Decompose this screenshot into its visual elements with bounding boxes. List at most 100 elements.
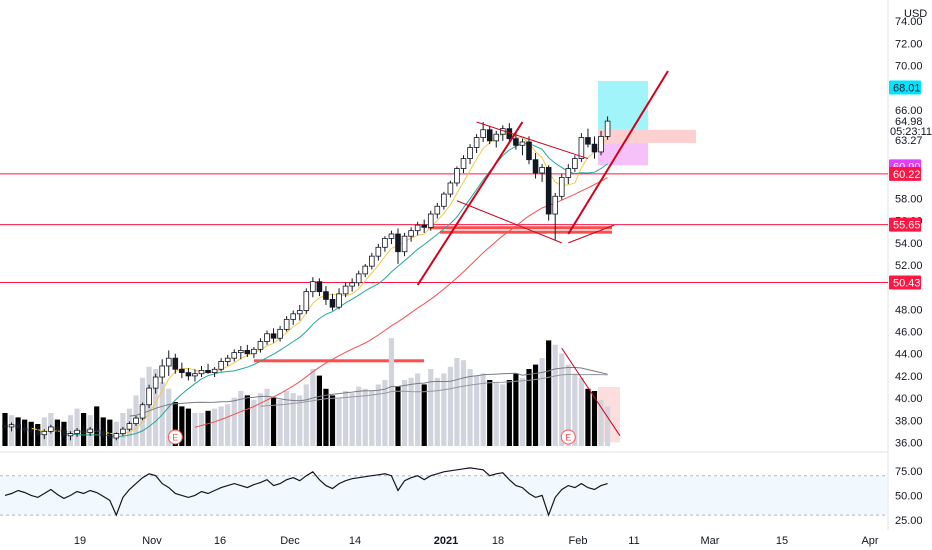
candle-body	[251, 348, 257, 355]
grid-layer	[0, 0, 889, 530]
candle-body	[545, 167, 552, 215]
candle-body	[34, 430, 41, 436]
volume-level-band	[254, 359, 424, 363]
candle-body	[388, 233, 395, 239]
volume-bar	[316, 375, 322, 446]
candle-body	[139, 404, 146, 419]
volume-bar	[297, 395, 303, 446]
candle-body	[414, 224, 421, 232]
candle-body	[349, 282, 355, 287]
volume-bar	[166, 388, 172, 446]
time-tick-label: Dec	[280, 535, 300, 547]
candle-body	[558, 177, 565, 197]
candle-body	[2, 425, 8, 428]
volume-bar	[519, 377, 526, 446]
earnings-marker-icon	[560, 429, 576, 445]
price-tick-label: 36.00	[895, 437, 923, 449]
annotation-layer	[0, 80, 888, 443]
price-tick-label: 42.00	[895, 371, 923, 383]
volume-bar	[559, 353, 565, 446]
rsi-tick-label: 50.00	[895, 490, 923, 502]
rsi-tick-label: 25.00	[895, 515, 923, 527]
volume-bar	[336, 397, 342, 446]
candle-body	[532, 159, 539, 174]
time-axis[interactable]: 19 Nov 16 Dec 14 2021 18 Feb 11 Mar 15 Apr	[74, 535, 879, 547]
volume-bar	[198, 413, 205, 446]
time-tick-label: 2021	[434, 535, 458, 547]
candle-body	[192, 373, 198, 377]
price-badge	[889, 80, 921, 95]
time-tick-label: Mar	[701, 535, 720, 547]
support-band	[440, 230, 612, 234]
candle-body	[74, 429, 80, 434]
volume-bar	[343, 391, 349, 446]
price-tick-label: 48.00	[895, 304, 923, 316]
candle-body	[368, 255, 375, 267]
volume-bar	[532, 364, 539, 446]
volume-bar	[408, 377, 414, 446]
price-tick-label: 52.00	[895, 260, 923, 272]
volume-bar	[454, 358, 460, 446]
price-tick-label: 46.00	[895, 327, 923, 339]
candle-body	[362, 265, 369, 275]
volume-bar	[572, 373, 578, 446]
candle-body	[48, 426, 54, 432]
price-tick-label: 74.00	[895, 16, 923, 28]
rsi-tick-label: 75.00	[895, 466, 923, 478]
time-tick-label: 11	[628, 535, 639, 547]
candle-body	[231, 352, 238, 359]
volume-bar	[192, 413, 198, 446]
candle-body	[126, 423, 133, 430]
price-tick-label: 54.00	[895, 238, 923, 250]
candle-body	[80, 429, 87, 433]
candle-body	[87, 428, 93, 433]
volume-bar	[251, 399, 257, 446]
candle-body	[8, 424, 15, 428]
trend-line	[568, 224, 615, 244]
candle-body	[296, 310, 303, 315]
candle-body	[54, 426, 61, 431]
earnings-marker-icon: E	[565, 433, 571, 443]
time-tick-label: 19	[74, 535, 86, 547]
volume-bar	[487, 380, 493, 446]
volume-bar	[362, 388, 368, 446]
candle-body	[408, 230, 414, 237]
candle-body	[159, 365, 166, 378]
volume-bar	[421, 384, 427, 446]
candle-body	[28, 429, 34, 432]
volume-bar	[428, 369, 434, 446]
price-axis[interactable]: 74.0072.0070.0066.0064.9863.2758.0056.00…	[889, 16, 932, 449]
volume-bar	[15, 417, 21, 446]
candle-body	[578, 137, 585, 159]
candle-body	[107, 435, 113, 439]
candle-body	[244, 350, 251, 355]
price-badge-label: 55.65	[893, 220, 921, 232]
earnings-marker-icon: E	[172, 433, 178, 443]
price-tick-label: 58.00	[895, 194, 923, 206]
volume-bar	[290, 393, 296, 446]
time-tick-label: 16	[214, 535, 226, 547]
trend-line	[456, 200, 562, 244]
candle-body	[342, 285, 349, 295]
candle-body	[460, 158, 467, 169]
ma-line-slow	[194, 177, 608, 428]
volume-bar	[441, 373, 447, 446]
candle-body	[270, 333, 277, 339]
volume-bar	[401, 380, 408, 446]
price-badge	[889, 217, 921, 232]
price-badge-label: 68.01	[893, 83, 921, 95]
volume-bar	[231, 397, 237, 446]
risk-zone-box	[598, 129, 696, 144]
time-tick-label: Feb	[569, 535, 588, 547]
price-tick-label: 40.00	[895, 393, 923, 405]
volume-bar	[552, 344, 558, 446]
candle-body	[519, 141, 526, 146]
candle-body	[41, 430, 48, 436]
rsi-axis[interactable]: 75.00 50.00 25.00	[895, 466, 923, 527]
volume-bar	[546, 340, 552, 446]
volume-bar	[225, 404, 231, 446]
volume-bar	[74, 408, 80, 446]
volume-bar	[375, 384, 381, 446]
candle-body	[421, 224, 427, 228]
